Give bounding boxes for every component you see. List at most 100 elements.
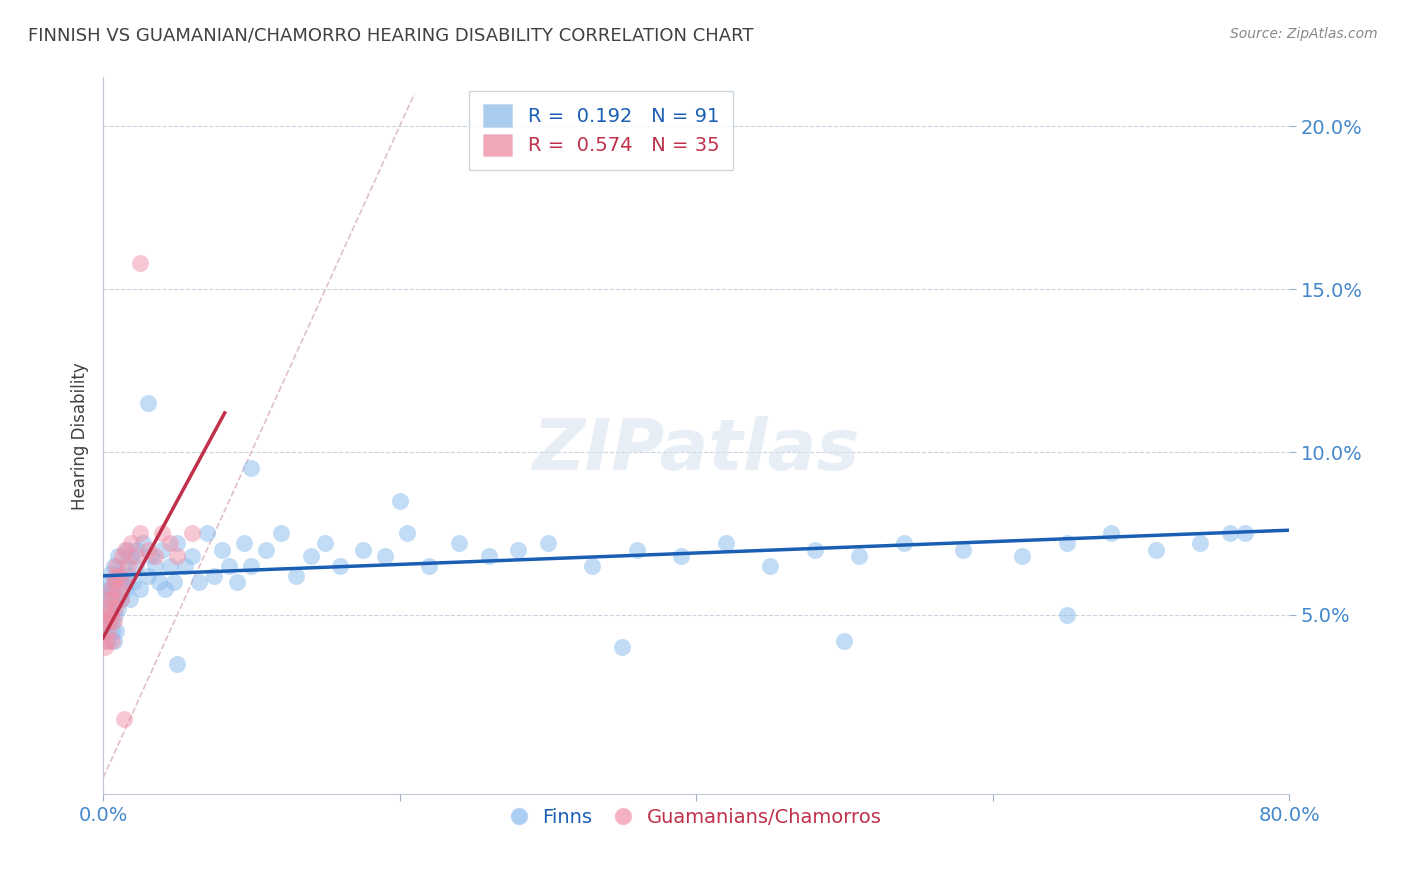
Point [107,582,129,596]
Point [166,536,188,550]
Point [143,549,166,564]
Point [218,559,240,574]
Point [952,542,974,557]
Point [254,542,277,557]
Point [125,549,148,564]
Point [148,575,170,590]
Point [98,591,121,606]
Point [104,569,127,583]
Point [181,526,204,541]
Point [1056,607,1078,622]
Point [94,615,117,629]
Point [537,536,560,550]
Point [195,526,218,541]
Text: ZIPatlas: ZIPatlas [533,416,860,484]
Point [159,536,181,550]
Point [100,591,122,606]
Point [374,549,396,564]
Point [418,559,440,574]
Point [114,582,136,596]
Point [112,712,135,726]
Point [508,542,530,557]
Point [129,526,152,541]
Point [101,624,124,639]
Point [211,542,233,557]
Point [101,582,124,596]
Point [98,582,121,596]
Point [118,591,141,606]
Text: Source: ZipAtlas.com: Source: ZipAtlas.com [1230,27,1378,41]
Point [143,559,166,574]
Point [136,542,159,557]
Point [104,607,127,622]
Point [104,601,127,615]
Point [166,657,188,671]
Point [1056,536,1078,550]
Point [1011,549,1033,564]
Point [93,624,115,639]
Point [100,607,122,622]
Point [100,566,122,580]
Point [108,569,131,583]
Point [121,575,143,590]
Point [101,615,124,629]
Point [103,615,125,629]
Point [848,549,870,564]
Point [329,559,352,574]
Point [395,526,418,541]
Point [136,396,159,410]
Point [315,536,337,550]
Point [139,549,162,564]
Point [188,575,211,590]
Point [93,591,115,606]
Point [202,569,225,583]
Point [132,536,155,550]
Point [93,615,115,629]
Point [97,601,120,615]
Point [270,526,292,541]
Point [105,624,128,639]
Point [163,575,186,590]
Point [97,634,120,648]
Point [105,559,128,574]
Point [152,526,174,541]
Point [114,542,136,557]
Point [284,569,307,583]
Point [181,549,204,564]
Point [352,542,374,557]
Point [477,549,499,564]
Point [103,575,125,590]
Point [803,542,825,557]
Point [225,575,247,590]
Point [388,494,411,508]
Point [155,582,177,596]
Point [129,256,152,270]
Point [111,575,134,590]
Point [107,549,129,564]
Point [111,549,134,564]
Point [671,549,693,564]
Point [120,549,142,564]
Point [107,601,129,615]
Point [112,559,135,574]
Point [893,536,915,550]
Point [1144,542,1167,557]
Point [1099,526,1122,541]
Point [610,640,633,655]
Point [1233,526,1256,541]
Point [127,542,149,557]
Point [101,591,124,606]
Point [103,559,125,574]
Point [115,542,138,557]
Point [100,582,122,596]
Point [94,607,117,622]
Point [173,559,195,574]
Point [97,601,120,615]
Point [112,575,135,590]
Point [1219,526,1241,541]
Point [581,559,603,574]
Point [834,634,856,648]
Point [714,536,737,550]
Point [105,591,128,606]
Point [98,615,121,629]
